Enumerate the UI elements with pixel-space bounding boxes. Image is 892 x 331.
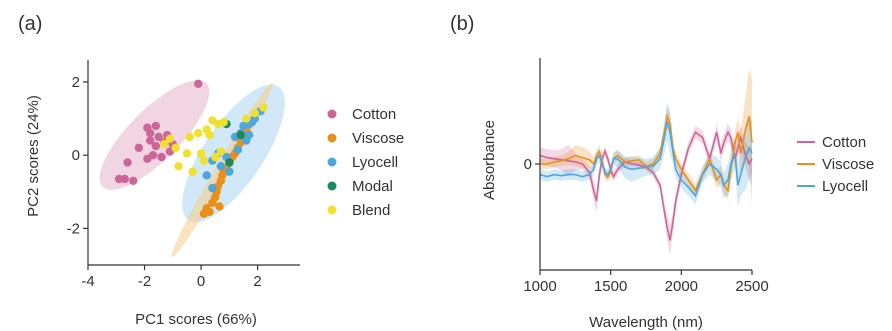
line-cotton xyxy=(539,130,753,241)
point-cotton xyxy=(157,152,166,162)
legend-marker-blend xyxy=(327,205,337,215)
x-tick-label: -4 xyxy=(81,273,94,290)
band-cotton xyxy=(540,123,752,257)
point-blend xyxy=(165,134,175,143)
point-cotton xyxy=(145,129,155,138)
point-cotton xyxy=(129,176,138,186)
panel-a-legend: Cotton Viscose Lyocell Modal Blend xyxy=(327,106,404,219)
panel-b-legend: Cotton Viscose Lyocell xyxy=(797,134,874,195)
std-bands xyxy=(540,68,752,257)
point-cotton xyxy=(134,143,144,153)
point-blend xyxy=(211,152,220,162)
point-blend xyxy=(205,130,214,140)
point-blend xyxy=(242,114,251,123)
line-viscose xyxy=(540,113,753,193)
x-axis-label: PC1 scores (66%) xyxy=(135,311,257,328)
point-cotton xyxy=(123,158,132,167)
point-cotton xyxy=(145,136,155,145)
line-lyocell xyxy=(539,121,753,198)
point-blend xyxy=(171,143,180,153)
x-tick-label-b: 2500 xyxy=(735,278,768,295)
point-viscose xyxy=(215,202,224,211)
point-cotton xyxy=(151,141,161,151)
point-cotton xyxy=(143,154,152,164)
point-blend xyxy=(259,103,268,112)
legend-label-b: Cotton xyxy=(822,134,866,151)
point-blend xyxy=(160,139,169,149)
x-tick-label: 2 xyxy=(253,273,261,290)
legend-marker-modal xyxy=(327,181,337,191)
point-cotton xyxy=(151,121,161,131)
point-modal xyxy=(225,158,234,167)
point-cotton xyxy=(194,79,203,88)
point-cotton xyxy=(154,132,163,142)
x-tick-label-b: 2000 xyxy=(665,278,698,295)
spectrum-lines xyxy=(539,113,753,241)
point-blend xyxy=(182,149,192,158)
point-lyocell xyxy=(202,171,211,180)
point-blend xyxy=(219,118,228,127)
point-blend xyxy=(250,108,259,118)
confidence-ellipses xyxy=(99,80,285,258)
legend-marker-viscose xyxy=(327,133,337,143)
panel-b-absorbance-spectra: (b) 1000 1500 2000 2500 0 Wavelength (nm) Ab… xyxy=(450,13,874,331)
point-blend xyxy=(194,129,203,138)
point-blend xyxy=(174,161,183,171)
x-tick-label-b: 1000 xyxy=(523,278,556,295)
band-lyocell xyxy=(540,102,752,207)
point-modal xyxy=(236,130,245,140)
point-blend xyxy=(199,156,209,165)
y-tick-label: 2 xyxy=(72,74,80,91)
point-lyocell xyxy=(239,121,248,131)
point-lyocell xyxy=(233,145,243,154)
legend-label: Cotton xyxy=(352,106,396,123)
point-lyocell xyxy=(216,161,226,171)
point-blend xyxy=(216,147,226,156)
y-axis-label-b: Absorbance xyxy=(481,120,498,200)
y-axis-label: PC2 scores (24%) xyxy=(25,95,42,217)
point-viscose xyxy=(202,204,211,213)
point-lyocell xyxy=(208,183,217,193)
point-lyocell xyxy=(225,167,234,176)
legend-label-b: Lyocell xyxy=(822,178,868,195)
panel-a-pca-scores: (a) -4 -2 0 2 -2 0 2 PC1 scores (66%) PC2 scor… xyxy=(18,13,404,328)
y-tick-label: -2 xyxy=(67,220,80,237)
x-axis-label-b: Wavelength (nm) xyxy=(589,314,703,331)
point-blend xyxy=(196,149,206,158)
y-tick-label-b: 0 xyxy=(524,156,532,173)
x-tick-label-b: 1500 xyxy=(594,278,627,295)
panel-b-axes: 1000 1500 2000 2500 0 xyxy=(523,58,769,295)
legend-label: Lyocell xyxy=(352,154,398,171)
legend-marker-cotton xyxy=(327,109,337,119)
y-tick-label: 0 xyxy=(72,147,80,164)
legend-label: Modal xyxy=(352,178,393,195)
legend-label: Viscose xyxy=(352,130,404,147)
point-blend xyxy=(185,132,194,142)
panel-b-label: (b) xyxy=(450,13,474,35)
legend-label-b: Viscose xyxy=(822,156,874,173)
panel-a-axes: -4 -2 0 2 -2 0 2 xyxy=(67,60,300,290)
point-lyocell xyxy=(244,130,254,140)
legend-marker-lyocell xyxy=(327,157,337,167)
x-tick-label: -2 xyxy=(138,273,151,290)
scatter-points xyxy=(114,79,268,218)
x-tick-label: 0 xyxy=(197,273,205,290)
panel-a-label: (a) xyxy=(18,13,42,35)
point-cotton xyxy=(120,174,129,184)
point-blend xyxy=(188,167,197,176)
legend-label: Blend xyxy=(352,202,390,219)
